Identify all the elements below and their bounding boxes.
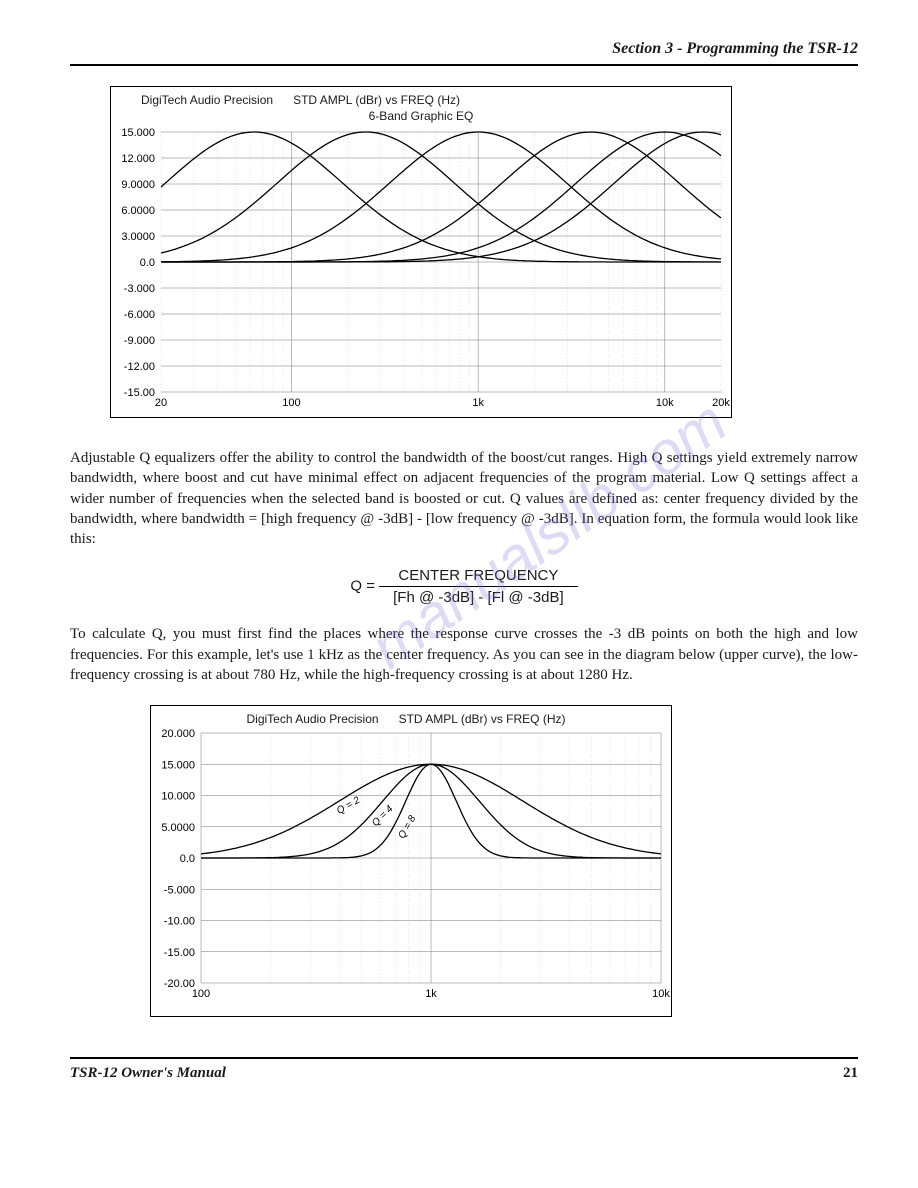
svg-text:Q = 8: Q = 8 (396, 813, 418, 840)
svg-text:0.0: 0.0 (140, 257, 155, 269)
header-section: Section 3 - Programming the TSR-12 (70, 40, 858, 66)
chart1-title-right: STD AMPL (dBr) vs FREQ (Hz) (293, 93, 460, 107)
chart1-plot: 15.000 12.000 9.0000 6.0000 3.0000 0.0 -3.000 -… (111, 127, 731, 417)
svg-text:-3.000: -3.000 (124, 283, 155, 295)
svg-text:15.000: 15.000 (161, 759, 195, 771)
chart2-plot: 20.000 15.000 10.000 5.0000 0.0 -5.000 -10.00 -… (151, 728, 671, 1008)
svg-text:-15.00: -15.00 (164, 947, 195, 959)
svg-text:100: 100 (282, 397, 300, 409)
svg-text:6.0000: 6.0000 (121, 205, 155, 217)
svg-text:15.000: 15.000 (121, 127, 155, 139)
chart1-subtitle: 6-Band Graphic EQ (111, 109, 731, 127)
svg-text:20k: 20k (712, 397, 730, 409)
svg-text:-15.00: -15.00 (124, 387, 155, 399)
svg-text:20.000: 20.000 (161, 728, 195, 740)
chart2-title-left: DigiTech Audio Precision (247, 712, 379, 726)
footer-page: 21 (843, 1065, 858, 1082)
svg-text:10k: 10k (656, 397, 674, 409)
svg-text:-20.00: -20.00 (164, 978, 195, 990)
paragraph-1: Adjustable Q equalizers offer the abilit… (70, 448, 858, 549)
svg-text:5.0000: 5.0000 (161, 822, 195, 834)
svg-text:100: 100 (192, 988, 210, 1000)
footer: TSR-12 Owner's Manual 21 (70, 1057, 858, 1082)
svg-text:10.000: 10.000 (161, 791, 195, 803)
svg-text:3.0000: 3.0000 (121, 231, 155, 243)
chart-6band-eq: DigiTech Audio Precision STD AMPL (dBr) … (110, 86, 732, 418)
eq-denominator: [Fh @ -3dB] - [Fl @ -3dB] (379, 587, 578, 606)
paragraph-2: To calculate Q, you must first find the … (70, 624, 858, 685)
svg-text:20: 20 (155, 397, 167, 409)
svg-text:12.000: 12.000 (121, 153, 155, 165)
chart2-title-right: STD AMPL (dBr) vs FREQ (Hz) (399, 712, 566, 726)
svg-text:Q = 2: Q = 2 (335, 795, 362, 817)
eq-numerator: CENTER FREQUENCY (379, 567, 578, 587)
svg-text:-6.000: -6.000 (124, 309, 155, 321)
svg-text:Q = 4: Q = 4 (370, 803, 396, 829)
svg-text:10k: 10k (652, 988, 670, 1000)
svg-text:-10.00: -10.00 (164, 916, 195, 928)
svg-text:9.0000: 9.0000 (121, 179, 155, 191)
chart1-title-left: DigiTech Audio Precision (141, 93, 273, 107)
q-equation: Q = CENTER FREQUENCY [Fh @ -3dB] - [Fl @… (70, 567, 858, 606)
svg-text:-9.000: -9.000 (124, 335, 155, 347)
svg-text:0.0: 0.0 (180, 853, 195, 865)
svg-text:1k: 1k (425, 988, 437, 1000)
svg-text:-5.000: -5.000 (164, 884, 195, 896)
eq-lhs: Q = (350, 578, 379, 595)
svg-text:-12.00: -12.00 (124, 361, 155, 373)
footer-manual: TSR-12 Owner's Manual (70, 1065, 226, 1082)
chart-q-curves: DigiTech Audio Precision STD AMPL (dBr) … (150, 705, 672, 1017)
svg-text:1k: 1k (472, 397, 484, 409)
